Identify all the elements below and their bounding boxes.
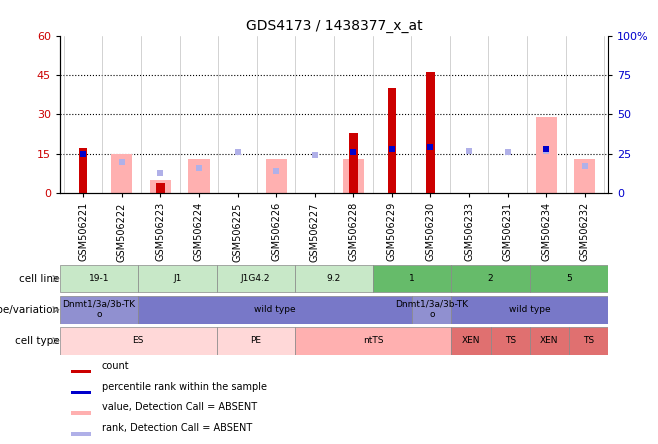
Bar	[71, 432, 91, 436]
Bar	[71, 370, 91, 373]
Text: genotype/variation: genotype/variation	[0, 305, 59, 315]
Bar	[451, 265, 530, 293]
Bar	[574, 159, 595, 193]
Bar	[138, 296, 413, 324]
Bar	[388, 88, 396, 193]
Bar	[373, 265, 451, 293]
Bar	[71, 391, 91, 394]
Text: TS: TS	[505, 336, 516, 345]
Text: XEN: XEN	[540, 336, 559, 345]
Bar	[138, 265, 216, 293]
Bar	[349, 133, 357, 193]
Text: value, Detection Call = ABSENT: value, Detection Call = ABSENT	[101, 402, 257, 412]
Bar	[188, 159, 209, 193]
Text: 5: 5	[566, 274, 572, 283]
Bar	[451, 296, 608, 324]
Bar	[343, 159, 364, 193]
Bar	[295, 265, 373, 293]
Bar	[60, 296, 138, 324]
Bar	[413, 296, 451, 324]
Bar	[216, 265, 295, 293]
Title: GDS4173 / 1438377_x_at: GDS4173 / 1438377_x_at	[245, 19, 422, 33]
Text: J1: J1	[173, 274, 182, 283]
Text: 2: 2	[488, 274, 494, 283]
Text: PE: PE	[250, 336, 261, 345]
Bar	[79, 148, 88, 193]
Text: 19-1: 19-1	[89, 274, 109, 283]
Bar	[60, 327, 216, 355]
Bar	[569, 327, 608, 355]
Text: ES: ES	[133, 336, 144, 345]
Bar	[156, 182, 164, 193]
Text: cell type: cell type	[14, 336, 59, 346]
Bar	[71, 412, 91, 415]
Bar	[111, 154, 132, 193]
Text: cell line: cell line	[19, 274, 59, 284]
Bar	[451, 327, 491, 355]
Text: XEN: XEN	[462, 336, 480, 345]
Bar	[530, 265, 608, 293]
Bar	[426, 72, 435, 193]
Text: Dnmt1/3a/3b-TK
o: Dnmt1/3a/3b-TK o	[395, 300, 468, 319]
Bar	[530, 327, 569, 355]
Bar	[216, 327, 295, 355]
Bar	[150, 180, 171, 193]
Text: 1: 1	[409, 274, 415, 283]
Text: rank, Detection Call = ABSENT: rank, Detection Call = ABSENT	[101, 423, 252, 433]
Text: percentile rank within the sample: percentile rank within the sample	[101, 381, 266, 392]
Text: wild type: wild type	[509, 305, 551, 314]
Bar	[295, 327, 451, 355]
Text: count: count	[101, 361, 129, 371]
Text: J1G4.2: J1G4.2	[241, 274, 270, 283]
Bar	[491, 327, 530, 355]
Text: wild type: wild type	[255, 305, 296, 314]
Bar	[265, 159, 287, 193]
Text: ntTS: ntTS	[363, 336, 384, 345]
Bar	[60, 265, 138, 293]
Text: Dnmt1/3a/3b-TK
o: Dnmt1/3a/3b-TK o	[63, 300, 136, 319]
Text: 9.2: 9.2	[327, 274, 341, 283]
Bar	[536, 117, 557, 193]
Text: TS: TS	[583, 336, 594, 345]
